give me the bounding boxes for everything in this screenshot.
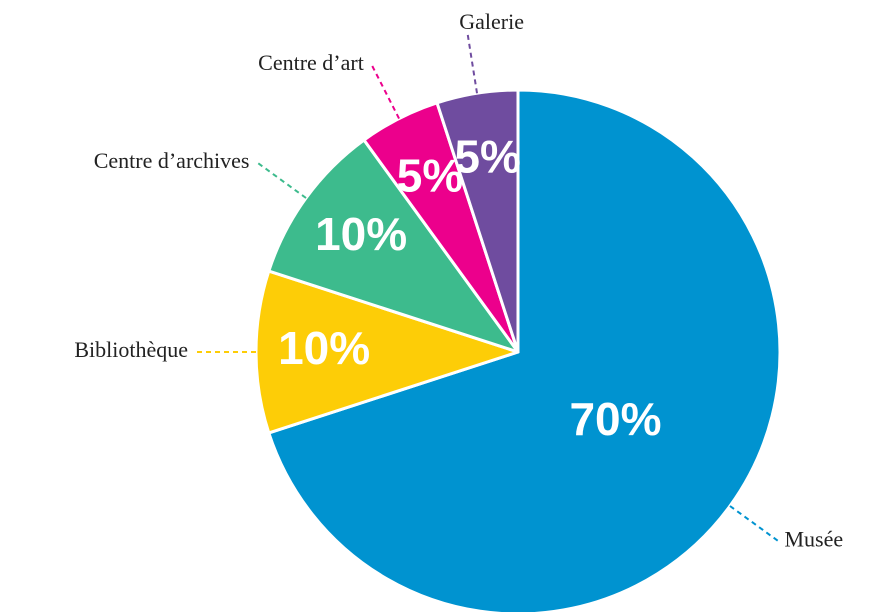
value-label: 10% [315,208,407,260]
category-label: Musée [785,526,844,551]
category-label: Centre d’archives [94,148,250,173]
value-label: 70% [569,393,661,445]
category-label: Bibliothèque [74,337,188,362]
value-label: 5% [454,131,520,183]
value-label: 5% [397,149,463,201]
pie-slice [435,88,520,354]
pie-slice [267,88,782,612]
leader-line [370,64,400,120]
category-label: Galerie [459,9,524,34]
pie-slice [267,138,520,354]
leader-line [729,505,780,543]
category-label: Centre d’art [258,50,364,75]
value-label: 10% [278,322,370,374]
leader-line [256,161,307,199]
leader-line [466,33,479,94]
pie-slice [254,269,520,435]
